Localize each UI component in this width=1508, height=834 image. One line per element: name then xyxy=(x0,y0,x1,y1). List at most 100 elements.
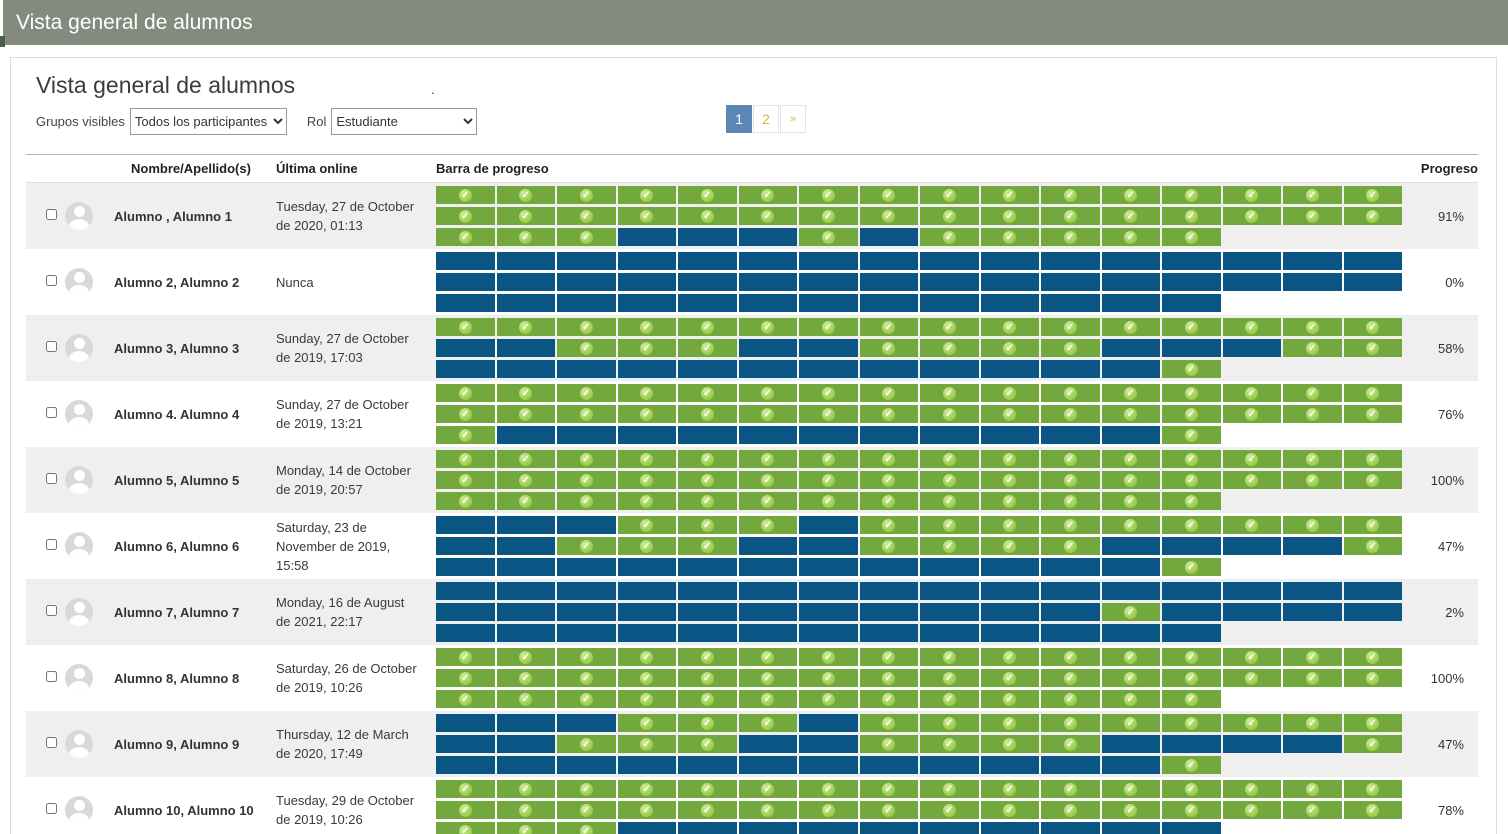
progress-cell-complete[interactable]: ✓ xyxy=(678,405,737,423)
progress-cell-incomplete[interactable] xyxy=(1222,537,1281,555)
progress-cell-complete[interactable]: ✓ xyxy=(1343,648,1402,666)
progress-cell-incomplete[interactable] xyxy=(496,516,555,534)
progress-cell-incomplete[interactable] xyxy=(557,624,616,642)
progress-cell-complete[interactable]: ✓ xyxy=(738,384,797,402)
progress-cell-complete[interactable]: ✓ xyxy=(1343,471,1402,489)
progress-cell-incomplete[interactable] xyxy=(678,426,737,444)
progress-cell-incomplete[interactable] xyxy=(617,273,676,291)
progress-cell-complete[interactable]: ✓ xyxy=(678,801,737,819)
progress-cell-incomplete[interactable] xyxy=(617,756,676,774)
progress-cell-incomplete[interactable] xyxy=(678,624,737,642)
progress-cell-complete[interactable]: ✓ xyxy=(738,516,797,534)
progress-cell-incomplete[interactable] xyxy=(1162,537,1221,555)
progress-cell-incomplete[interactable] xyxy=(557,294,616,312)
progress-cell-incomplete[interactable] xyxy=(436,252,495,270)
progress-cell-complete[interactable]: ✓ xyxy=(1343,669,1402,687)
progress-cell-complete[interactable]: ✓ xyxy=(980,516,1039,534)
progress-cell-complete[interactable]: ✓ xyxy=(557,318,616,336)
progress-cell-complete[interactable]: ✓ xyxy=(799,405,858,423)
progress-cell-complete[interactable]: ✓ xyxy=(980,450,1039,468)
progress-cell-incomplete[interactable] xyxy=(799,426,858,444)
col-header-name[interactable]: Nombre/Apellido(s) xyxy=(131,161,251,176)
progress-cell-complete[interactable]: ✓ xyxy=(920,516,979,534)
progress-cell-complete[interactable]: ✓ xyxy=(980,690,1039,708)
user-avatar[interactable] xyxy=(65,664,93,692)
progress-cell-incomplete[interactable] xyxy=(920,582,979,600)
progress-cell-complete[interactable]: ✓ xyxy=(1343,318,1402,336)
progress-cell-complete[interactable]: ✓ xyxy=(980,471,1039,489)
progress-cell-incomplete[interactable] xyxy=(1041,822,1100,834)
progress-cell-complete[interactable]: ✓ xyxy=(799,384,858,402)
progress-cell-complete[interactable]: ✓ xyxy=(799,669,858,687)
progress-cell-complete[interactable]: ✓ xyxy=(980,186,1039,204)
progress-cell-incomplete[interactable] xyxy=(799,756,858,774)
progress-cell-incomplete[interactable] xyxy=(557,252,616,270)
progress-cell-complete[interactable]: ✓ xyxy=(678,384,737,402)
progress-cell-complete[interactable]: ✓ xyxy=(557,492,616,510)
progress-cell-incomplete[interactable] xyxy=(738,294,797,312)
progress-cell-complete[interactable]: ✓ xyxy=(1162,492,1221,510)
progress-cell-incomplete[interactable] xyxy=(920,426,979,444)
progress-cell-complete[interactable]: ✓ xyxy=(920,780,979,798)
progress-cell-complete[interactable]: ✓ xyxy=(1283,648,1342,666)
progress-cell-complete[interactable]: ✓ xyxy=(1101,714,1160,732)
progress-cell-complete[interactable]: ✓ xyxy=(799,318,858,336)
student-name[interactable]: Alumno 9, Alumno 9 xyxy=(114,736,240,752)
user-avatar[interactable] xyxy=(65,532,93,560)
progress-cell-complete[interactable]: ✓ xyxy=(1162,558,1221,576)
progress-cell-complete[interactable]: ✓ xyxy=(799,186,858,204)
progress-cell-complete[interactable]: ✓ xyxy=(557,207,616,225)
progress-cell-incomplete[interactable] xyxy=(859,603,918,621)
progress-cell-complete[interactable]: ✓ xyxy=(1162,426,1221,444)
progress-cell-incomplete[interactable] xyxy=(496,252,555,270)
progress-cell-complete[interactable]: ✓ xyxy=(678,648,737,666)
progress-cell-complete[interactable]: ✓ xyxy=(678,318,737,336)
progress-cell-incomplete[interactable] xyxy=(1343,603,1402,621)
progress-cell-incomplete[interactable] xyxy=(738,360,797,378)
student-name[interactable]: Alumno 7, Alumno 7 xyxy=(114,604,240,620)
progress-cell-incomplete[interactable] xyxy=(678,228,737,246)
progress-cell-complete[interactable]: ✓ xyxy=(738,186,797,204)
progress-cell-complete[interactable]: ✓ xyxy=(436,450,495,468)
progress-cell-incomplete[interactable] xyxy=(1162,294,1221,312)
progress-cell-complete[interactable]: ✓ xyxy=(496,492,555,510)
progress-cell-incomplete[interactable] xyxy=(980,294,1039,312)
progress-cell-incomplete[interactable] xyxy=(980,426,1039,444)
progress-cell-complete[interactable]: ✓ xyxy=(980,714,1039,732)
progress-cell-incomplete[interactable] xyxy=(1041,624,1100,642)
progress-cell-incomplete[interactable] xyxy=(980,558,1039,576)
progress-cell-complete[interactable]: ✓ xyxy=(1283,714,1342,732)
select-student-checkbox[interactable] xyxy=(45,539,57,550)
progress-cell-incomplete[interactable] xyxy=(557,582,616,600)
progress-cell-incomplete[interactable] xyxy=(1343,273,1402,291)
progress-cell-complete[interactable]: ✓ xyxy=(920,669,979,687)
select-student-checkbox[interactable] xyxy=(45,275,57,286)
progress-cell-incomplete[interactable] xyxy=(436,273,495,291)
progress-cell-incomplete[interactable] xyxy=(980,582,1039,600)
progress-cell-incomplete[interactable] xyxy=(920,624,979,642)
progress-cell-incomplete[interactable] xyxy=(436,582,495,600)
progress-cell-complete[interactable]: ✓ xyxy=(738,450,797,468)
progress-cell-complete[interactable]: ✓ xyxy=(859,384,918,402)
progress-cell-complete[interactable]: ✓ xyxy=(1283,516,1342,534)
progress-cell-complete[interactable]: ✓ xyxy=(496,186,555,204)
progress-cell-incomplete[interactable] xyxy=(617,558,676,576)
progress-cell-incomplete[interactable] xyxy=(1041,360,1100,378)
progress-cell-complete[interactable]: ✓ xyxy=(1041,471,1100,489)
progress-cell-incomplete[interactable] xyxy=(799,294,858,312)
progress-cell-incomplete[interactable] xyxy=(1041,558,1100,576)
progress-cell-complete[interactable]: ✓ xyxy=(1283,384,1342,402)
progress-cell-incomplete[interactable] xyxy=(1162,252,1221,270)
progress-cell-complete[interactable]: ✓ xyxy=(920,405,979,423)
progress-cell-complete[interactable]: ✓ xyxy=(678,492,737,510)
progress-cell-incomplete[interactable] xyxy=(1222,252,1281,270)
progress-cell-incomplete[interactable] xyxy=(1041,426,1100,444)
progress-cell-incomplete[interactable] xyxy=(920,756,979,774)
progress-cell-complete[interactable]: ✓ xyxy=(920,735,979,753)
pagination-page-1[interactable]: 1 xyxy=(726,105,752,133)
progress-cell-complete[interactable]: ✓ xyxy=(1283,186,1342,204)
progress-cell-complete[interactable]: ✓ xyxy=(557,690,616,708)
progress-cell-complete[interactable]: ✓ xyxy=(738,405,797,423)
progress-cell-complete[interactable]: ✓ xyxy=(859,735,918,753)
progress-cell-complete[interactable]: ✓ xyxy=(557,822,616,834)
